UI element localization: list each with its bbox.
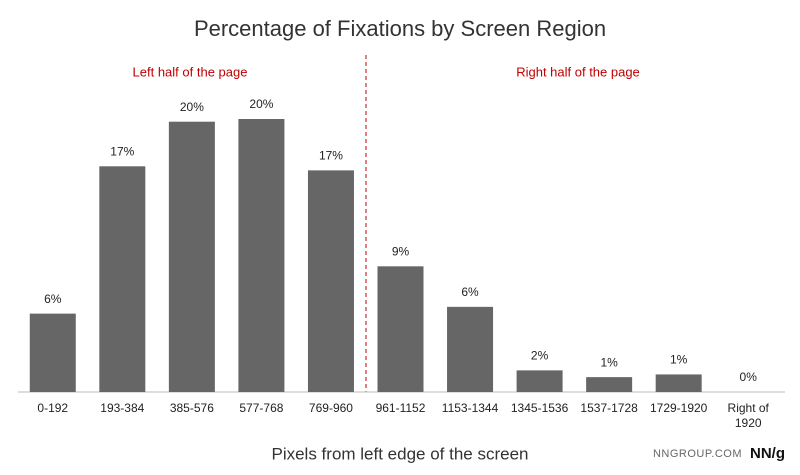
- source: NNGROUP.COM: [653, 448, 742, 460]
- bar: [29, 313, 76, 392]
- x-tick-label: 577-768: [239, 401, 284, 415]
- logo: NN/g: [750, 445, 785, 462]
- value-label: 17%: [110, 144, 134, 158]
- bar: [377, 266, 424, 392]
- value-label: 0%: [740, 370, 758, 384]
- value-label: 20%: [249, 97, 273, 111]
- x-tick-label: 193-384: [100, 401, 145, 415]
- bar: [238, 119, 285, 392]
- x-tick-label: 1153-1344: [441, 401, 499, 415]
- value-label: 9%: [392, 244, 410, 258]
- x-tick-label: 0-192: [37, 401, 69, 415]
- bar: [586, 377, 633, 392]
- x-tick-label: 769-960: [308, 401, 353, 415]
- bar: [168, 121, 215, 392]
- value-label: 20%: [180, 100, 204, 114]
- x-tick-label: 1345-1536: [510, 401, 569, 415]
- value-label: 6%: [44, 292, 62, 306]
- value-label: 1%: [600, 355, 618, 369]
- chart-title: Percentage of Fixations by Screen Region: [194, 16, 606, 41]
- bar: [307, 170, 354, 392]
- value-label: 1%: [670, 353, 688, 367]
- annotation: Right half of the page: [516, 64, 640, 79]
- x-tick-label: 961-1152: [375, 401, 426, 415]
- x-tick-label: 385-576: [169, 401, 214, 415]
- bar: [516, 370, 563, 392]
- bar: [99, 166, 146, 392]
- x-tick-label: Right of 1920: [727, 401, 769, 430]
- value-label: 6%: [461, 285, 479, 299]
- x-tick-label: 1729-1920: [649, 401, 708, 415]
- bar: [655, 374, 702, 392]
- x-tick-label: 1537-1728: [580, 401, 638, 415]
- x-axis-title: Pixels from left edge of the screen: [271, 444, 528, 463]
- bar: [447, 306, 494, 392]
- annotation: Left half of the page: [133, 64, 248, 79]
- value-label: 2%: [531, 349, 549, 363]
- value-label: 17%: [319, 149, 343, 163]
